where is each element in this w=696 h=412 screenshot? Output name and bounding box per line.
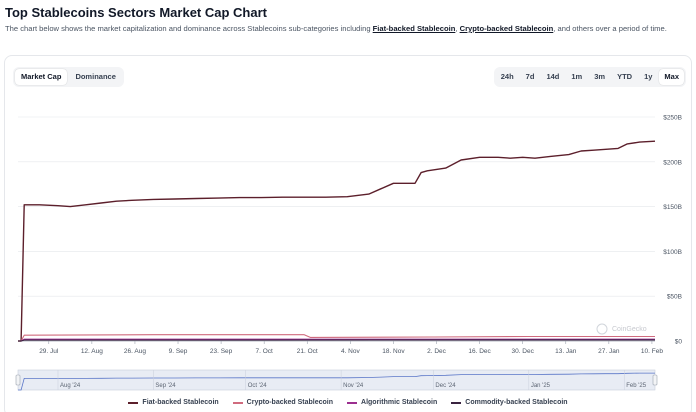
series-line-1 xyxy=(18,140,656,342)
y-tick-label: $200B xyxy=(663,159,682,166)
navigator-tick-label: Nov '24 xyxy=(343,383,364,389)
range-1m[interactable]: 1m xyxy=(571,72,583,81)
legend-swatch xyxy=(232,401,243,404)
legend-label: Commodity-backed Stablecoin xyxy=(465,399,568,406)
description-text: The chart below shows the market capital… xyxy=(5,24,373,33)
y-tick-label: $250B xyxy=(663,115,682,122)
description-separator: , xyxy=(455,24,460,33)
navigator-left-handle[interactable] xyxy=(15,374,21,386)
legend-label: Crypto-backed Stablecoin xyxy=(246,399,334,406)
x-tick-label: 21. Oct xyxy=(297,348,318,355)
navigator-tick-label: Dec '24 xyxy=(435,383,456,389)
legend-item-algorithmic[interactable]: Algorithmic Stablecoin xyxy=(347,399,437,406)
x-tick-label: 12. Aug xyxy=(81,348,103,355)
navigator-tick-label: Jan '25 xyxy=(531,383,551,389)
range-selector: 24h 7d 14d 1m 3m YTD 1y Max xyxy=(493,67,686,87)
range-3m[interactable]: 3m xyxy=(594,72,606,81)
tab-market-cap[interactable]: Market Cap xyxy=(15,69,68,85)
range-ytd[interactable]: YTD xyxy=(617,72,633,81)
navigator-series-line xyxy=(18,372,655,391)
y-tick-label: $100B xyxy=(663,249,682,256)
navigator-right-handle[interactable] xyxy=(652,374,658,386)
x-tick-label: 7. Oct xyxy=(256,348,274,355)
navigator-selection xyxy=(17,369,656,391)
series-line-4 xyxy=(18,339,656,342)
legend-swatch xyxy=(451,401,462,404)
page-title: Top Stablecoins Sectors Market Cap Chart xyxy=(5,5,267,20)
y-tick-label: $50B xyxy=(667,294,682,301)
navigator-tick-label: Sep '24 xyxy=(155,383,176,389)
chart-legend: Fiat-backed Stablecoin Crypto-backed Sta… xyxy=(0,399,696,406)
series-line-2 xyxy=(18,334,655,342)
navigator-tick-label: Aug '24 xyxy=(60,383,81,389)
range-14d[interactable]: 14d xyxy=(546,72,560,81)
x-tick-label: 4. Nov xyxy=(341,348,361,355)
range-max[interactable]: Max xyxy=(659,69,684,85)
x-tick-label: 29. Jul xyxy=(39,348,59,355)
legend-label: Fiat-backed Stablecoin xyxy=(142,399,219,406)
x-tick-label: 26. Aug xyxy=(124,348,146,355)
legend-item-fiat[interactable]: Fiat-backed Stablecoin xyxy=(128,399,219,406)
range-24h[interactable]: 24h xyxy=(500,72,514,81)
y-tick-label: $0 xyxy=(675,339,683,346)
x-tick-label: 2. Dec xyxy=(427,348,447,355)
y-tick-label: $150B xyxy=(663,204,682,211)
x-tick-label: 16. Dec xyxy=(468,348,491,355)
legend-swatch xyxy=(347,401,358,404)
navigator-tick-label: Oct '24 xyxy=(248,383,267,389)
range-1y[interactable]: 1y xyxy=(644,72,653,81)
x-tick-label: 9. Sep xyxy=(169,348,188,355)
x-tick-label: 10. Feb xyxy=(641,348,663,355)
chart-card xyxy=(4,55,692,412)
x-tick-label: 30. Dec xyxy=(511,348,534,355)
x-tick-label: 27. Jan xyxy=(598,348,620,355)
legend-item-commodity[interactable]: Commodity-backed Stablecoin xyxy=(451,399,568,406)
crypto-backed-link[interactable]: Crypto-backed Stablecoin xyxy=(459,24,554,33)
x-tick-label: 18. Nov xyxy=(382,348,405,355)
x-tick-label: 23. Sep xyxy=(210,348,233,355)
navigator-tick-label: Feb '25 xyxy=(626,383,646,389)
tab-dominance[interactable]: Dominance xyxy=(75,72,116,81)
range-7d[interactable]: 7d xyxy=(525,72,535,81)
x-tick-label: 13. Jan xyxy=(555,348,577,355)
coingecko-logo-icon xyxy=(596,323,608,335)
watermark-text: CoinGecko xyxy=(612,326,647,333)
view-toggle: Market Cap Dominance xyxy=(13,67,124,87)
legend-swatch xyxy=(128,401,139,404)
page-description: The chart below shows the market capital… xyxy=(5,23,691,34)
legend-item-crypto[interactable]: Crypto-backed Stablecoin xyxy=(232,399,334,406)
fiat-backed-link[interactable]: Fiat-backed Stablecoin xyxy=(372,24,456,33)
description-text-end: , and others over a period of time. xyxy=(553,24,667,33)
legend-label: Algorithmic Stablecoin xyxy=(361,399,438,406)
